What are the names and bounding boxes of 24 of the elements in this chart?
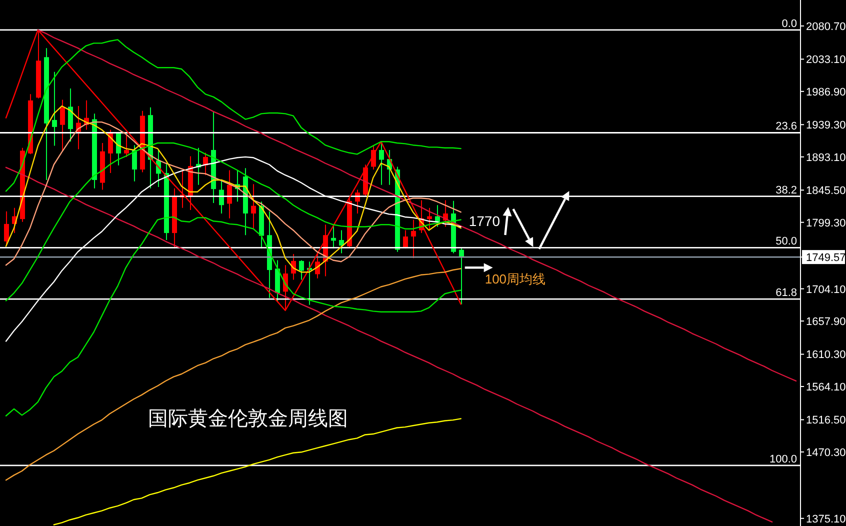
y-tick-label: 2080.70 [806,20,846,33]
annotation: 38.2 [776,184,797,196]
y-tick-label: 1516.50 [806,414,846,427]
y-tick-label: 1799.30 [806,217,846,230]
annotation: 100.0 [769,453,797,466]
y-tick-label: 1704.10 [806,284,846,296]
annotation: 50.0 [776,236,797,248]
y-tick-label: 1610.30 [806,349,846,362]
y-tick-label: 1375.10 [806,513,846,526]
y-tick-label: 1564.10 [806,381,846,394]
y-tick-label: 1845.50 [806,185,846,198]
y-tick-label: 1657.90 [806,316,846,328]
y-tick-label: 1939.30 [806,120,846,132]
annotation: 23.6 [776,120,797,133]
title: 国际黄金伦敦金周线图 [148,408,348,430]
y-tick-label: 1893.10 [806,152,846,164]
y-tick-label: 1986.90 [806,86,846,98]
annotation: 61.8 [776,287,797,300]
annotation: 1770 [468,213,500,229]
series-label: 100周均线 [484,272,546,287]
y-tick-label: 1749.57 [806,252,846,264]
y-tick-label: 1470.30 [806,446,846,459]
annotation: 0.0 [782,18,797,30]
y-tick-label: 2033.10 [806,54,846,66]
